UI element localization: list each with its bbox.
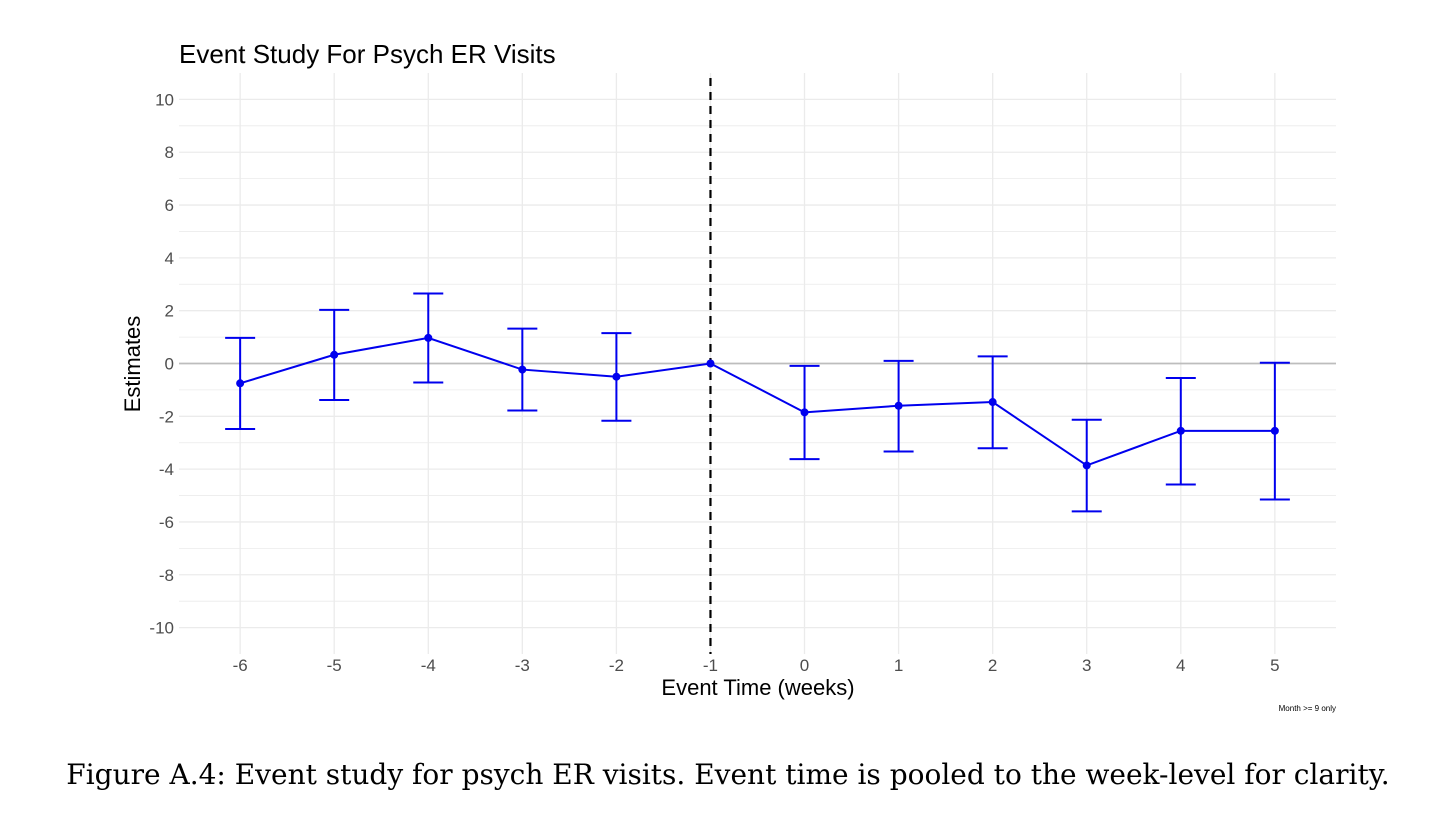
x-tick-label: 1 (894, 656, 903, 675)
estimate-point (1082, 461, 1091, 470)
y-tick-label: -4 (159, 460, 174, 479)
x-tick-label: -5 (327, 656, 342, 675)
x-tick-label: -3 (515, 656, 530, 675)
estimate-point (1270, 426, 1279, 435)
x-axis-label: Event Time (weeks) (661, 675, 854, 700)
y-axis-label: Estimates (120, 316, 145, 413)
y-tick-label: 2 (165, 302, 174, 321)
x-tick-label: 0 (800, 656, 809, 675)
reference-lines (179, 78, 1336, 654)
estimate-point (236, 379, 245, 388)
plot-caption: Month >= 9 only (1279, 704, 1336, 713)
y-tick-label: -8 (159, 566, 174, 585)
x-tick-label: 5 (1270, 656, 1279, 675)
estimate-point (612, 372, 621, 381)
estimate-point (988, 398, 997, 407)
x-tick-label: -1 (703, 656, 718, 675)
y-tick-label: 0 (165, 355, 174, 374)
estimate-point (330, 350, 339, 359)
x-tick-label: 3 (1082, 656, 1091, 675)
estimate-point (800, 408, 809, 417)
x-tick-label: -6 (233, 656, 248, 675)
y-tick-label: 10 (155, 90, 174, 109)
chart-title: Event Study For Psych ER Visits (179, 39, 556, 69)
estimate-point (894, 401, 903, 410)
estimate-point (518, 365, 527, 374)
estimates-series (225, 292, 1290, 513)
y-tick-label: -2 (159, 407, 174, 426)
estimates-line (239, 336, 1275, 467)
y-tick-label: 6 (165, 196, 174, 215)
y-tick-label: -10 (149, 619, 174, 638)
y-tick-label: -6 (159, 513, 174, 532)
estimate-point (1176, 426, 1185, 435)
y-tick-label: 4 (165, 249, 174, 268)
y-tick-label: 8 (165, 143, 174, 162)
x-tick-label: 2 (988, 656, 997, 675)
estimate-point (424, 333, 433, 342)
estimate-point (706, 359, 715, 368)
figure-caption: Figure A.4: Event study for psych ER vis… (66, 758, 1390, 791)
x-tick-label: -2 (609, 656, 624, 675)
x-tick-label: 4 (1176, 656, 1185, 675)
x-tick-label: -4 (421, 656, 436, 675)
